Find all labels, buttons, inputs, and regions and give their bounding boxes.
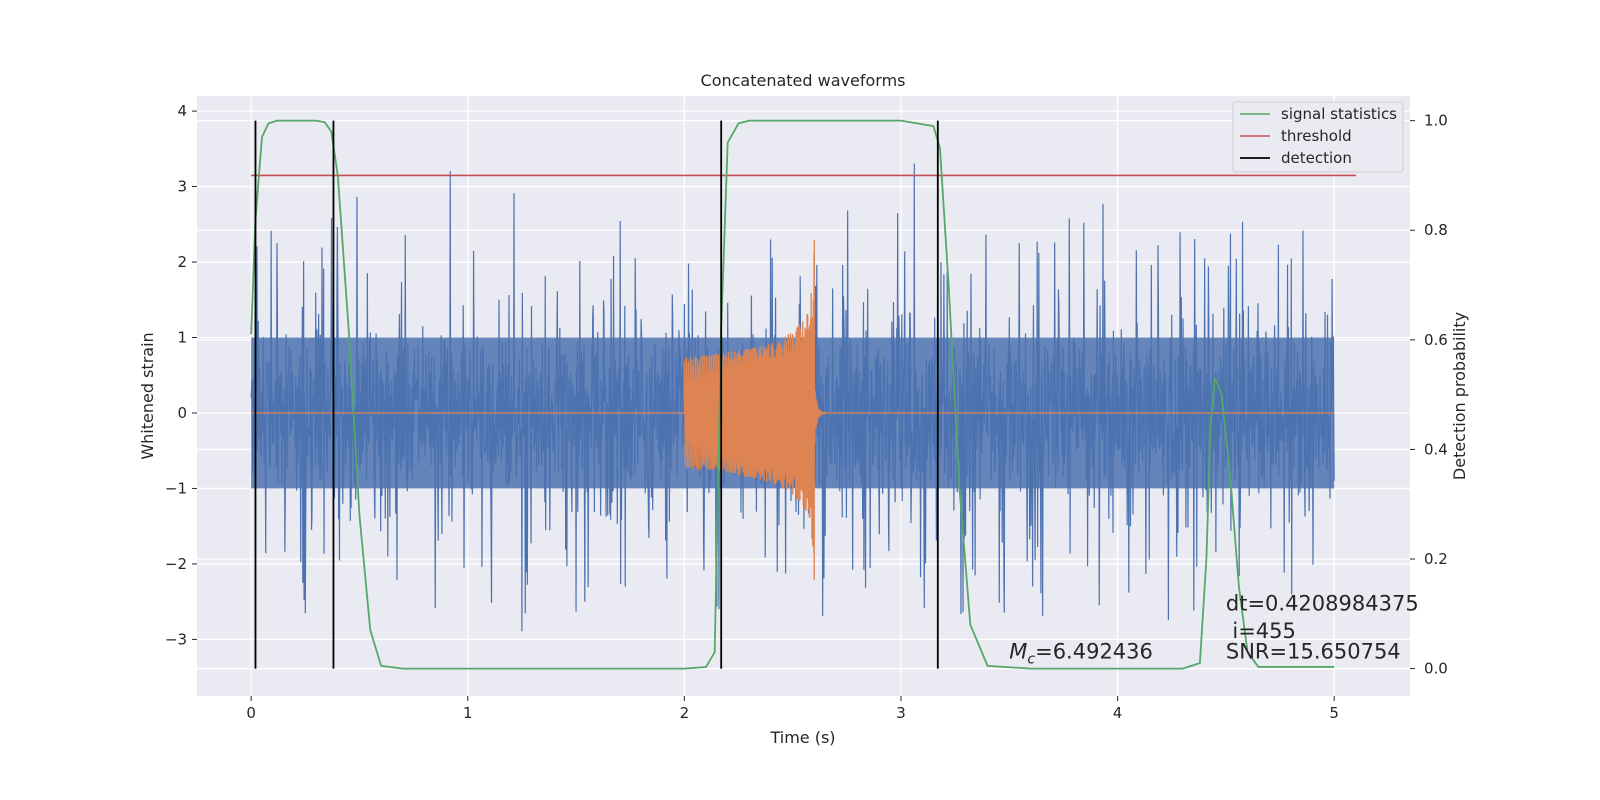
x-tick-label: 1	[463, 704, 473, 722]
annotations: Mc=6.492436 dt=0.4208984375 i=455SNR=15.65…	[1009, 592, 1418, 668]
legend-entry-threshold: threshold	[1281, 127, 1352, 145]
chart-title: Concatenated waveforms	[701, 71, 906, 90]
x-tick-label: 4	[1113, 704, 1123, 722]
y-tick-label: −1	[165, 479, 187, 497]
x-tick-label: 0	[246, 704, 256, 722]
y-tick-label: 1	[177, 329, 187, 347]
y2-tick-label: 0.2	[1424, 550, 1448, 568]
annotation-text: dt=0.4208984375	[1226, 592, 1419, 616]
series-injected-waveform	[251, 239, 1335, 580]
annotation-text: i=455	[1232, 619, 1296, 643]
y2-tick-label: 1.0	[1424, 112, 1448, 130]
x-tick-label: 3	[896, 704, 906, 722]
y2-axis-label: Detection probability	[1450, 312, 1469, 480]
y-axis-label: Whitened strain	[138, 332, 157, 459]
y-tick-label: −2	[165, 555, 187, 573]
annotation-text: SNR=15.650754	[1226, 639, 1401, 663]
y2-tick-label: 0.4	[1424, 440, 1448, 458]
annotation-text: Mc=6.492436	[1009, 639, 1153, 667]
y2-tick-label: 0.8	[1424, 221, 1448, 239]
plot-area	[250, 119, 1356, 670]
legend-entry-signal-statistics: signal statistics	[1281, 105, 1397, 123]
legend: signal statistics threshold detection	[1232, 101, 1404, 173]
y-tick-label: 4	[177, 102, 187, 120]
y-tick-label: 3	[177, 178, 187, 196]
y-tick-label: −3	[165, 630, 187, 648]
y2-tick-label: 0.6	[1424, 331, 1448, 349]
series-signal-statistics	[250, 119, 1335, 670]
x-tick-label: 2	[680, 704, 690, 722]
x-tick-label: 5	[1329, 704, 1339, 722]
legend-entry-detection: detection	[1281, 149, 1352, 167]
y-tick-label: 2	[177, 253, 187, 271]
axes-ticks: 0 1 2 3 4 5 −3 −2 −1 0 1 2 3 4 0.0 0.2 0.4 0.6 0.8 1.0	[165, 102, 1448, 722]
legend-box	[1232, 101, 1404, 173]
y-tick-label: 0	[177, 404, 187, 422]
x-axis-label: Time (s)	[769, 728, 835, 747]
y2-tick-label: 0.0	[1424, 660, 1448, 678]
